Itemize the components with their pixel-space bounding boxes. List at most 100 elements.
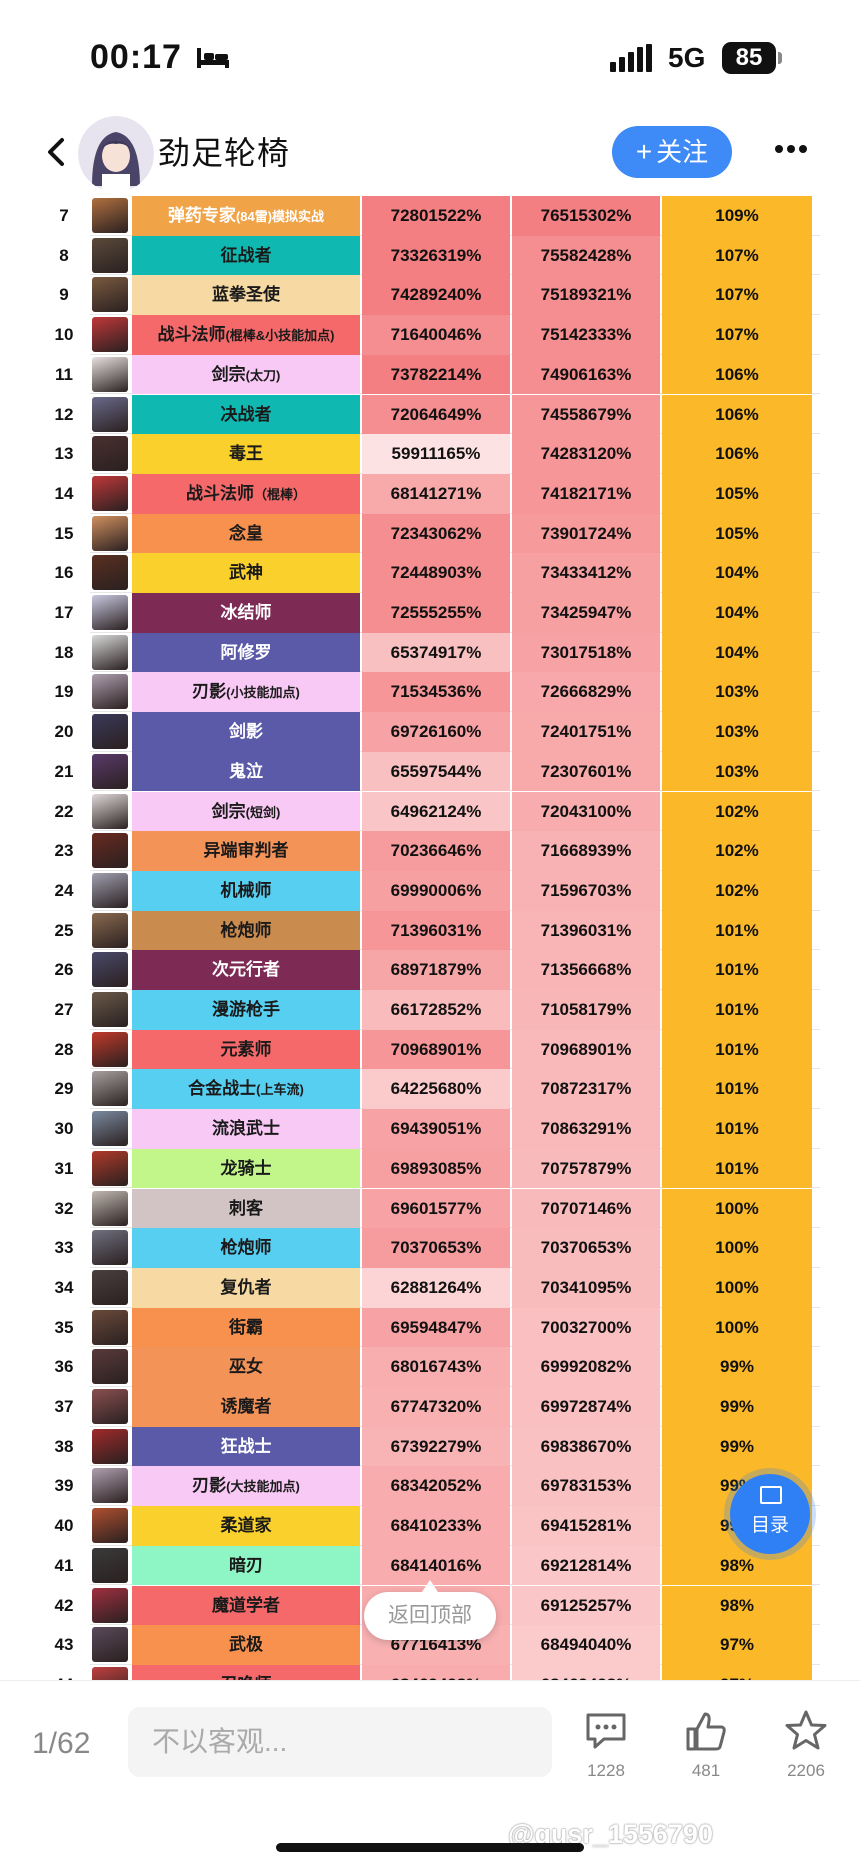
damage-value-1: 68469498%	[362, 1664, 510, 1680]
class-name-note: (短剑)	[245, 804, 281, 820]
relative-percent: 101%	[662, 950, 812, 990]
damage-value-2: 74906163%	[512, 354, 660, 395]
ranking-table-image: 7 弹药专家(84雷)模拟实战 72801522% 76515302% 109% 8 征战者…	[38, 196, 820, 1680]
comment-input[interactable]: 不以客观...	[128, 1707, 552, 1777]
damage-value-1: 66172852%	[362, 990, 510, 1030]
follow-label: 关注	[656, 137, 709, 167]
damage-value-1: 69990006%	[362, 870, 510, 911]
damage-value-2: 70757879%	[512, 1148, 660, 1189]
class-portrait	[92, 912, 128, 948]
network-type: 5G	[668, 42, 706, 73]
class-name-cell: 巫女	[132, 1347, 360, 1387]
damage-value-1: 71534536%	[362, 672, 510, 713]
rank-cell: 35	[38, 1307, 90, 1348]
relative-percent: 107%	[662, 315, 812, 355]
class-name-cell: 剑宗(太刀)	[132, 354, 360, 395]
rank-cell: 38	[38, 1426, 90, 1467]
table-row: 43 武极 67716413% 68494040% 97%	[38, 1625, 820, 1665]
class-name: 决战者	[220, 404, 272, 424]
rank-cell: 44	[38, 1664, 90, 1680]
rank-cell: 31	[38, 1148, 90, 1189]
class-portrait	[92, 1428, 128, 1464]
rank-cell: 17	[38, 593, 90, 633]
relative-percent: 100%	[662, 1267, 812, 1308]
relative-percent: 97%	[662, 1625, 812, 1665]
class-name-cell: 次元行者	[132, 950, 360, 990]
more-options-icon[interactable]	[774, 144, 808, 154]
rank-cell: 13	[38, 434, 90, 474]
class-portrait	[92, 1111, 128, 1147]
back-arrow-icon[interactable]	[40, 132, 70, 172]
damage-value-2: 73017518%	[512, 632, 660, 673]
class-portrait	[92, 396, 128, 432]
damage-value-2: 68469498%	[512, 1664, 660, 1680]
rank-cell: 28	[38, 1029, 90, 1070]
damage-value-1: 68342052%	[362, 1466, 510, 1507]
damage-value-2: 70968901%	[512, 1029, 660, 1070]
favorite-button[interactable]: 2206	[766, 1709, 846, 1809]
class-name-cell: 决战者	[132, 394, 360, 435]
relative-percent: 102%	[662, 791, 812, 832]
damage-value-1: 64225680%	[362, 1069, 510, 1110]
class-name-note: （棍棒）	[253, 486, 306, 502]
class-portrait	[92, 1349, 128, 1385]
table-row: 16 武神 72448903% 73433412% 104%	[38, 553, 820, 593]
damage-value-2: 75142333%	[512, 315, 660, 355]
relative-percent: 104%	[662, 593, 812, 633]
damage-value-2: 70707146%	[512, 1188, 660, 1229]
class-name-note: (棍棒&小技能加点)	[225, 328, 335, 344]
class-portrait	[92, 1150, 128, 1186]
damage-value-2: 69972874%	[512, 1387, 660, 1427]
table-row: 22 剑宗(短剑) 64962124% 72043100% 102%	[38, 791, 820, 832]
class-name-note: (84雷)模拟实战	[235, 209, 325, 224]
class-name: 巫女	[229, 1357, 263, 1377]
class-name-cell: 刃影(大技能加点)	[132, 1466, 360, 1507]
class-name: 异端审判者	[203, 841, 289, 861]
class-name-note: (太刀)	[245, 367, 281, 383]
damage-value-2: 70032700%	[512, 1307, 660, 1348]
class-name-cell: 刺客	[132, 1188, 360, 1229]
table-row: 37 诱魔者 67747320% 69972874% 99%	[38, 1387, 820, 1427]
follow-button[interactable]: + 关注	[612, 126, 732, 178]
table-row: 14 战斗法师（棍棒） 68141271% 74182171% 105%	[38, 473, 820, 514]
back-to-top-button[interactable]: 返回顶部	[364, 1580, 496, 1640]
rank-cell: 42	[38, 1585, 90, 1626]
damage-value-1: 69893085%	[362, 1148, 510, 1189]
sleep-focus-icon	[197, 48, 229, 68]
relative-percent: 99%	[662, 1347, 812, 1387]
damage-value-1: 74289240%	[362, 275, 510, 316]
damage-value-2: 71356668%	[512, 950, 660, 990]
table-of-contents-button[interactable]: 目录	[730, 1474, 810, 1554]
class-name-cell: 武极	[132, 1625, 360, 1665]
class-portrait	[92, 1666, 128, 1680]
favorite-count: 2206	[787, 1761, 825, 1780]
class-portrait	[92, 714, 128, 750]
class-portrait	[92, 753, 128, 789]
star-icon	[785, 1710, 827, 1750]
damage-value-1: 69594847%	[362, 1307, 510, 1348]
damage-value-2: 69992082%	[512, 1347, 660, 1387]
class-name-cell: 魔道学者	[132, 1585, 360, 1626]
relative-percent: 107%	[662, 235, 812, 276]
class-name-cell: 剑影	[132, 712, 360, 752]
table-row: 31 龙骑士 69893085% 70757879% 101%	[38, 1148, 820, 1189]
class-portrait	[92, 555, 128, 591]
class-name-cell: 战斗法师(棍棒&小技能加点)	[132, 315, 360, 355]
relative-percent: 98%	[662, 1585, 812, 1626]
class-portrait	[92, 515, 128, 551]
class-name-cell: 元素师	[132, 1029, 360, 1070]
class-name-cell: 流浪武士	[132, 1109, 360, 1149]
class-name-cell: 武神	[132, 553, 360, 593]
damage-value-1: 72343062%	[362, 513, 510, 554]
rank-cell: 41	[38, 1545, 90, 1586]
author-avatar[interactable]	[78, 116, 154, 192]
comment-button[interactable]: 1228	[566, 1709, 646, 1809]
relative-percent: 99%	[662, 1426, 812, 1467]
table-row: 39 刃影(大技能加点) 68342052% 69783153% 99%	[38, 1466, 820, 1507]
like-button[interactable]: 481	[666, 1709, 746, 1809]
class-name: 流浪武士	[212, 1119, 280, 1139]
class-portrait	[92, 277, 128, 313]
signal-strength-icon	[610, 44, 652, 72]
damage-value-2: 69125257%	[512, 1585, 660, 1626]
